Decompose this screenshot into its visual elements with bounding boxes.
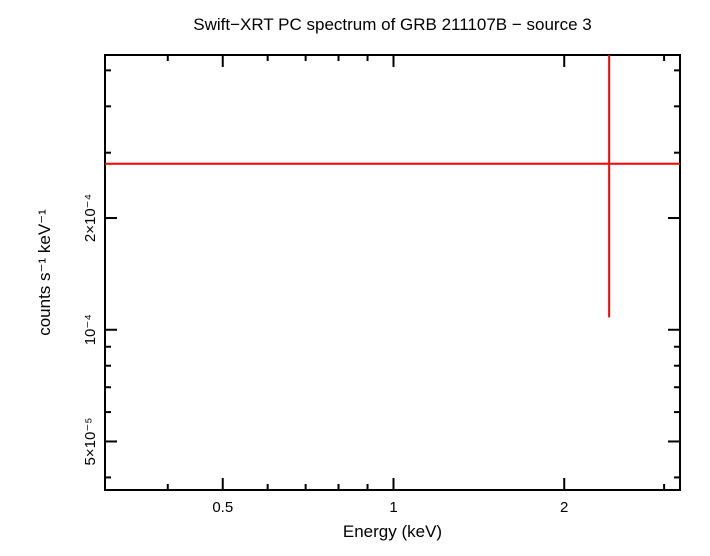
plot-frame [105, 55, 680, 490]
chart-title: Swift−XRT PC spectrum of GRB 211107B − s… [193, 15, 591, 34]
y-axis-label: counts s⁻¹ keV⁻¹ [35, 209, 54, 336]
x-tick-label: 1 [389, 499, 397, 516]
x-axis-label: Energy (keV) [343, 522, 442, 541]
data-series-group [105, 55, 680, 317]
spectrum-chart: Swift−XRT PC spectrum of GRB 211107B − s… [0, 0, 710, 556]
y-tick-label: 2×10⁻⁴ [82, 194, 99, 242]
y-tick-label: 10⁻⁴ [82, 314, 99, 345]
x-tick-label: 2 [560, 499, 568, 516]
x-tick-label: 0.5 [212, 499, 233, 516]
y-tick-label: 5×10⁻⁵ [82, 418, 99, 466]
